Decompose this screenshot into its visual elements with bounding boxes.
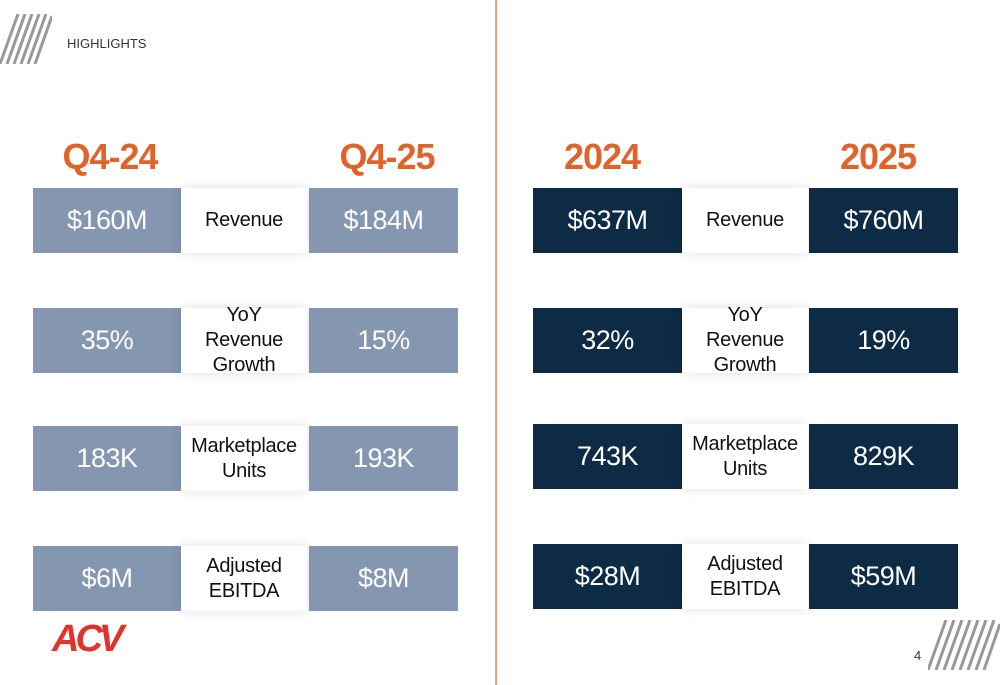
metric-label: Marketplace Units <box>682 424 808 489</box>
value-box: 193K <box>309 426 458 491</box>
metric-label: Marketplace Units <box>181 426 307 491</box>
hatch-icon <box>0 14 52 64</box>
value-box: $760M <box>809 188 958 253</box>
value-box: 743K <box>533 424 682 489</box>
value-box: 829K <box>809 424 958 489</box>
hatch-icon <box>928 620 1000 670</box>
period-heading: Q4-24 <box>62 136 158 177</box>
value-box: $28M <box>533 544 682 609</box>
metric-label: Adjusted EBITDA <box>682 544 808 609</box>
period-heading: 2024 <box>563 136 641 177</box>
value-box: 183K <box>33 426 181 491</box>
period-heading: Q4-25 <box>339 136 435 177</box>
value-box: $6M <box>33 546 181 611</box>
header-title: HIGHLIGHTS <box>67 36 147 51</box>
logo: ACV <box>52 618 124 660</box>
value-box: 19% <box>809 308 958 373</box>
value-box: $160M <box>33 188 181 253</box>
value-box: $59M <box>809 544 958 609</box>
metric-label: Adjusted EBITDA <box>181 546 307 611</box>
divider <box>495 0 497 685</box>
period-heading: 2025 <box>839 136 917 177</box>
metric-label: Revenue <box>181 188 307 253</box>
value-box: 35% <box>33 308 181 373</box>
page-number: 4 <box>914 648 922 663</box>
value-box: 15% <box>309 308 458 373</box>
metric-label: YoY Revenue Growth <box>181 304 307 376</box>
value-box: 32% <box>533 308 682 373</box>
metric-label: YoY Revenue Growth <box>682 304 808 376</box>
value-box: $8M <box>309 546 458 611</box>
value-box: $184M <box>309 188 458 253</box>
value-box: $637M <box>533 188 682 253</box>
metric-label: Revenue <box>682 188 808 253</box>
